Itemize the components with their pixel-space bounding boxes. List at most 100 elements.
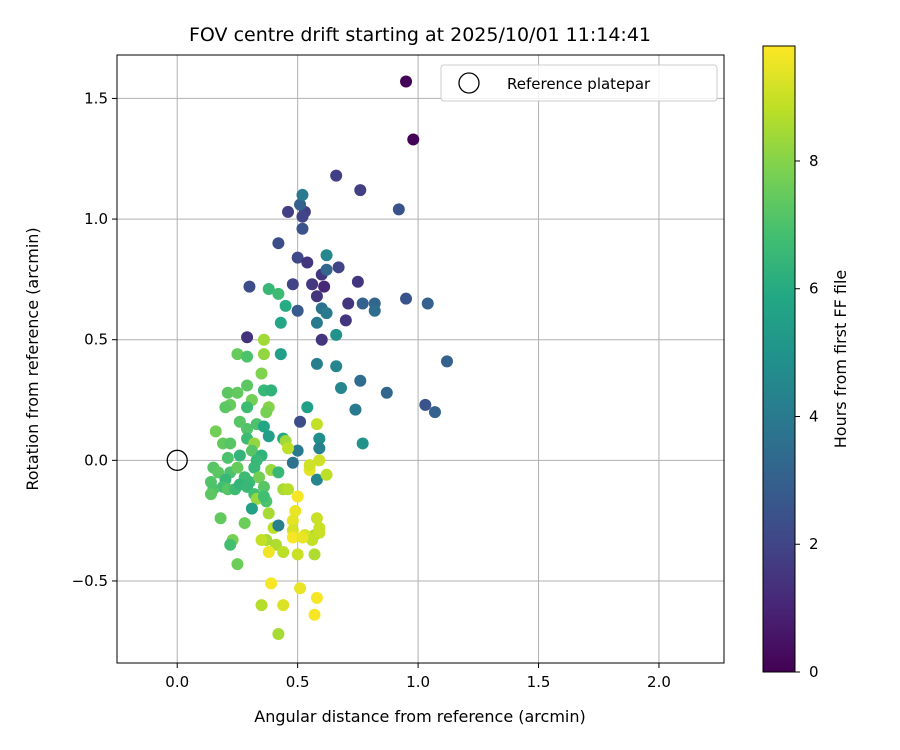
data-point	[241, 379, 254, 392]
data-point	[233, 449, 246, 462]
data-point	[241, 422, 254, 435]
data-point	[315, 333, 328, 346]
data-point	[310, 512, 323, 525]
data-point	[428, 406, 441, 419]
data-point	[440, 355, 453, 368]
data-point	[231, 461, 244, 474]
data-point	[318, 280, 331, 293]
data-point	[262, 283, 275, 296]
data-point	[282, 483, 295, 496]
data-point	[356, 297, 369, 310]
data-point	[257, 490, 270, 503]
data-point	[308, 548, 321, 561]
data-point	[286, 531, 299, 544]
data-point	[282, 205, 295, 218]
data-point	[241, 331, 254, 344]
reference-marker-layer	[166, 449, 188, 471]
data-point	[204, 488, 217, 501]
data-point	[308, 608, 321, 621]
reference-platepar-marker	[166, 449, 188, 471]
data-point	[310, 418, 323, 431]
colorbar-tick-label: 4	[809, 407, 819, 425]
data-point	[260, 406, 273, 419]
x-ticks: 0.0 0.5 1.0 1.5 2.0	[165, 663, 671, 691]
data-point	[272, 466, 285, 479]
data-point	[231, 348, 244, 361]
data-point	[296, 188, 309, 201]
data-point	[274, 316, 287, 329]
data-point	[392, 203, 405, 216]
data-point	[274, 348, 287, 361]
data-point	[221, 386, 234, 399]
legend-reference-marker	[458, 72, 480, 94]
data-point	[310, 591, 323, 604]
data-point	[255, 367, 268, 380]
data-point	[310, 357, 323, 370]
colorbar-tick-label: 8	[809, 152, 819, 170]
data-point	[351, 275, 364, 288]
data-point	[291, 304, 304, 317]
data-point	[265, 384, 278, 397]
data-point	[301, 401, 314, 414]
data-point	[245, 502, 258, 515]
data-point	[277, 546, 290, 559]
data-point	[255, 599, 268, 612]
data-point	[257, 348, 270, 361]
data-point	[354, 184, 367, 197]
data-point	[301, 256, 314, 269]
data-point	[231, 386, 244, 399]
data-point	[354, 374, 367, 387]
data-point	[313, 432, 326, 445]
data-point	[262, 546, 275, 559]
colorbar-label: Hours from first FF file	[831, 270, 850, 449]
y-ticks: −0.5 0.0 0.5 1.0 1.5	[72, 89, 117, 590]
data-point	[221, 451, 234, 464]
data-point	[368, 304, 381, 317]
scatter-points	[204, 75, 453, 641]
chart-title: FOV centre drift starting at 2025/10/01 …	[189, 24, 651, 46]
data-point	[313, 442, 326, 455]
data-point	[320, 263, 333, 276]
legend-box	[440, 64, 718, 102]
data-point	[407, 133, 420, 146]
data-point	[291, 251, 304, 264]
data-point	[289, 505, 302, 517]
data-point	[277, 599, 290, 612]
data-point	[282, 442, 295, 455]
data-point	[320, 307, 333, 320]
data-point	[310, 316, 323, 329]
data-point	[209, 425, 222, 438]
data-point	[214, 512, 227, 525]
data-point	[320, 468, 333, 481]
data-point	[257, 333, 270, 346]
data-point	[279, 299, 292, 312]
data-point	[330, 328, 343, 341]
data-point	[245, 444, 258, 457]
data-point	[421, 297, 434, 310]
x-tick-label: 2.0	[647, 673, 671, 691]
data-point	[241, 401, 254, 414]
colorbar-tick-label: 0	[809, 663, 819, 681]
data-point	[310, 473, 323, 486]
data-point	[306, 278, 319, 291]
data-point	[255, 533, 268, 546]
data-point	[380, 386, 393, 399]
data-point	[294, 415, 307, 428]
data-point	[400, 75, 413, 88]
y-tick-label: 1.5	[84, 89, 108, 107]
data-point	[294, 198, 307, 211]
x-tick-label: 1.5	[527, 673, 551, 691]
legend: Reference platepar	[440, 64, 718, 102]
data-point	[241, 350, 254, 363]
y-tick-label: 1.0	[84, 210, 108, 228]
x-tick-label: 0.5	[286, 673, 310, 691]
data-point	[320, 249, 333, 262]
data-point	[400, 292, 413, 305]
data-point	[339, 314, 352, 327]
data-point	[310, 290, 323, 303]
data-point	[296, 210, 309, 223]
data-point	[296, 531, 309, 544]
colorbar-tick-label: 2	[809, 535, 819, 553]
data-point	[332, 261, 345, 274]
